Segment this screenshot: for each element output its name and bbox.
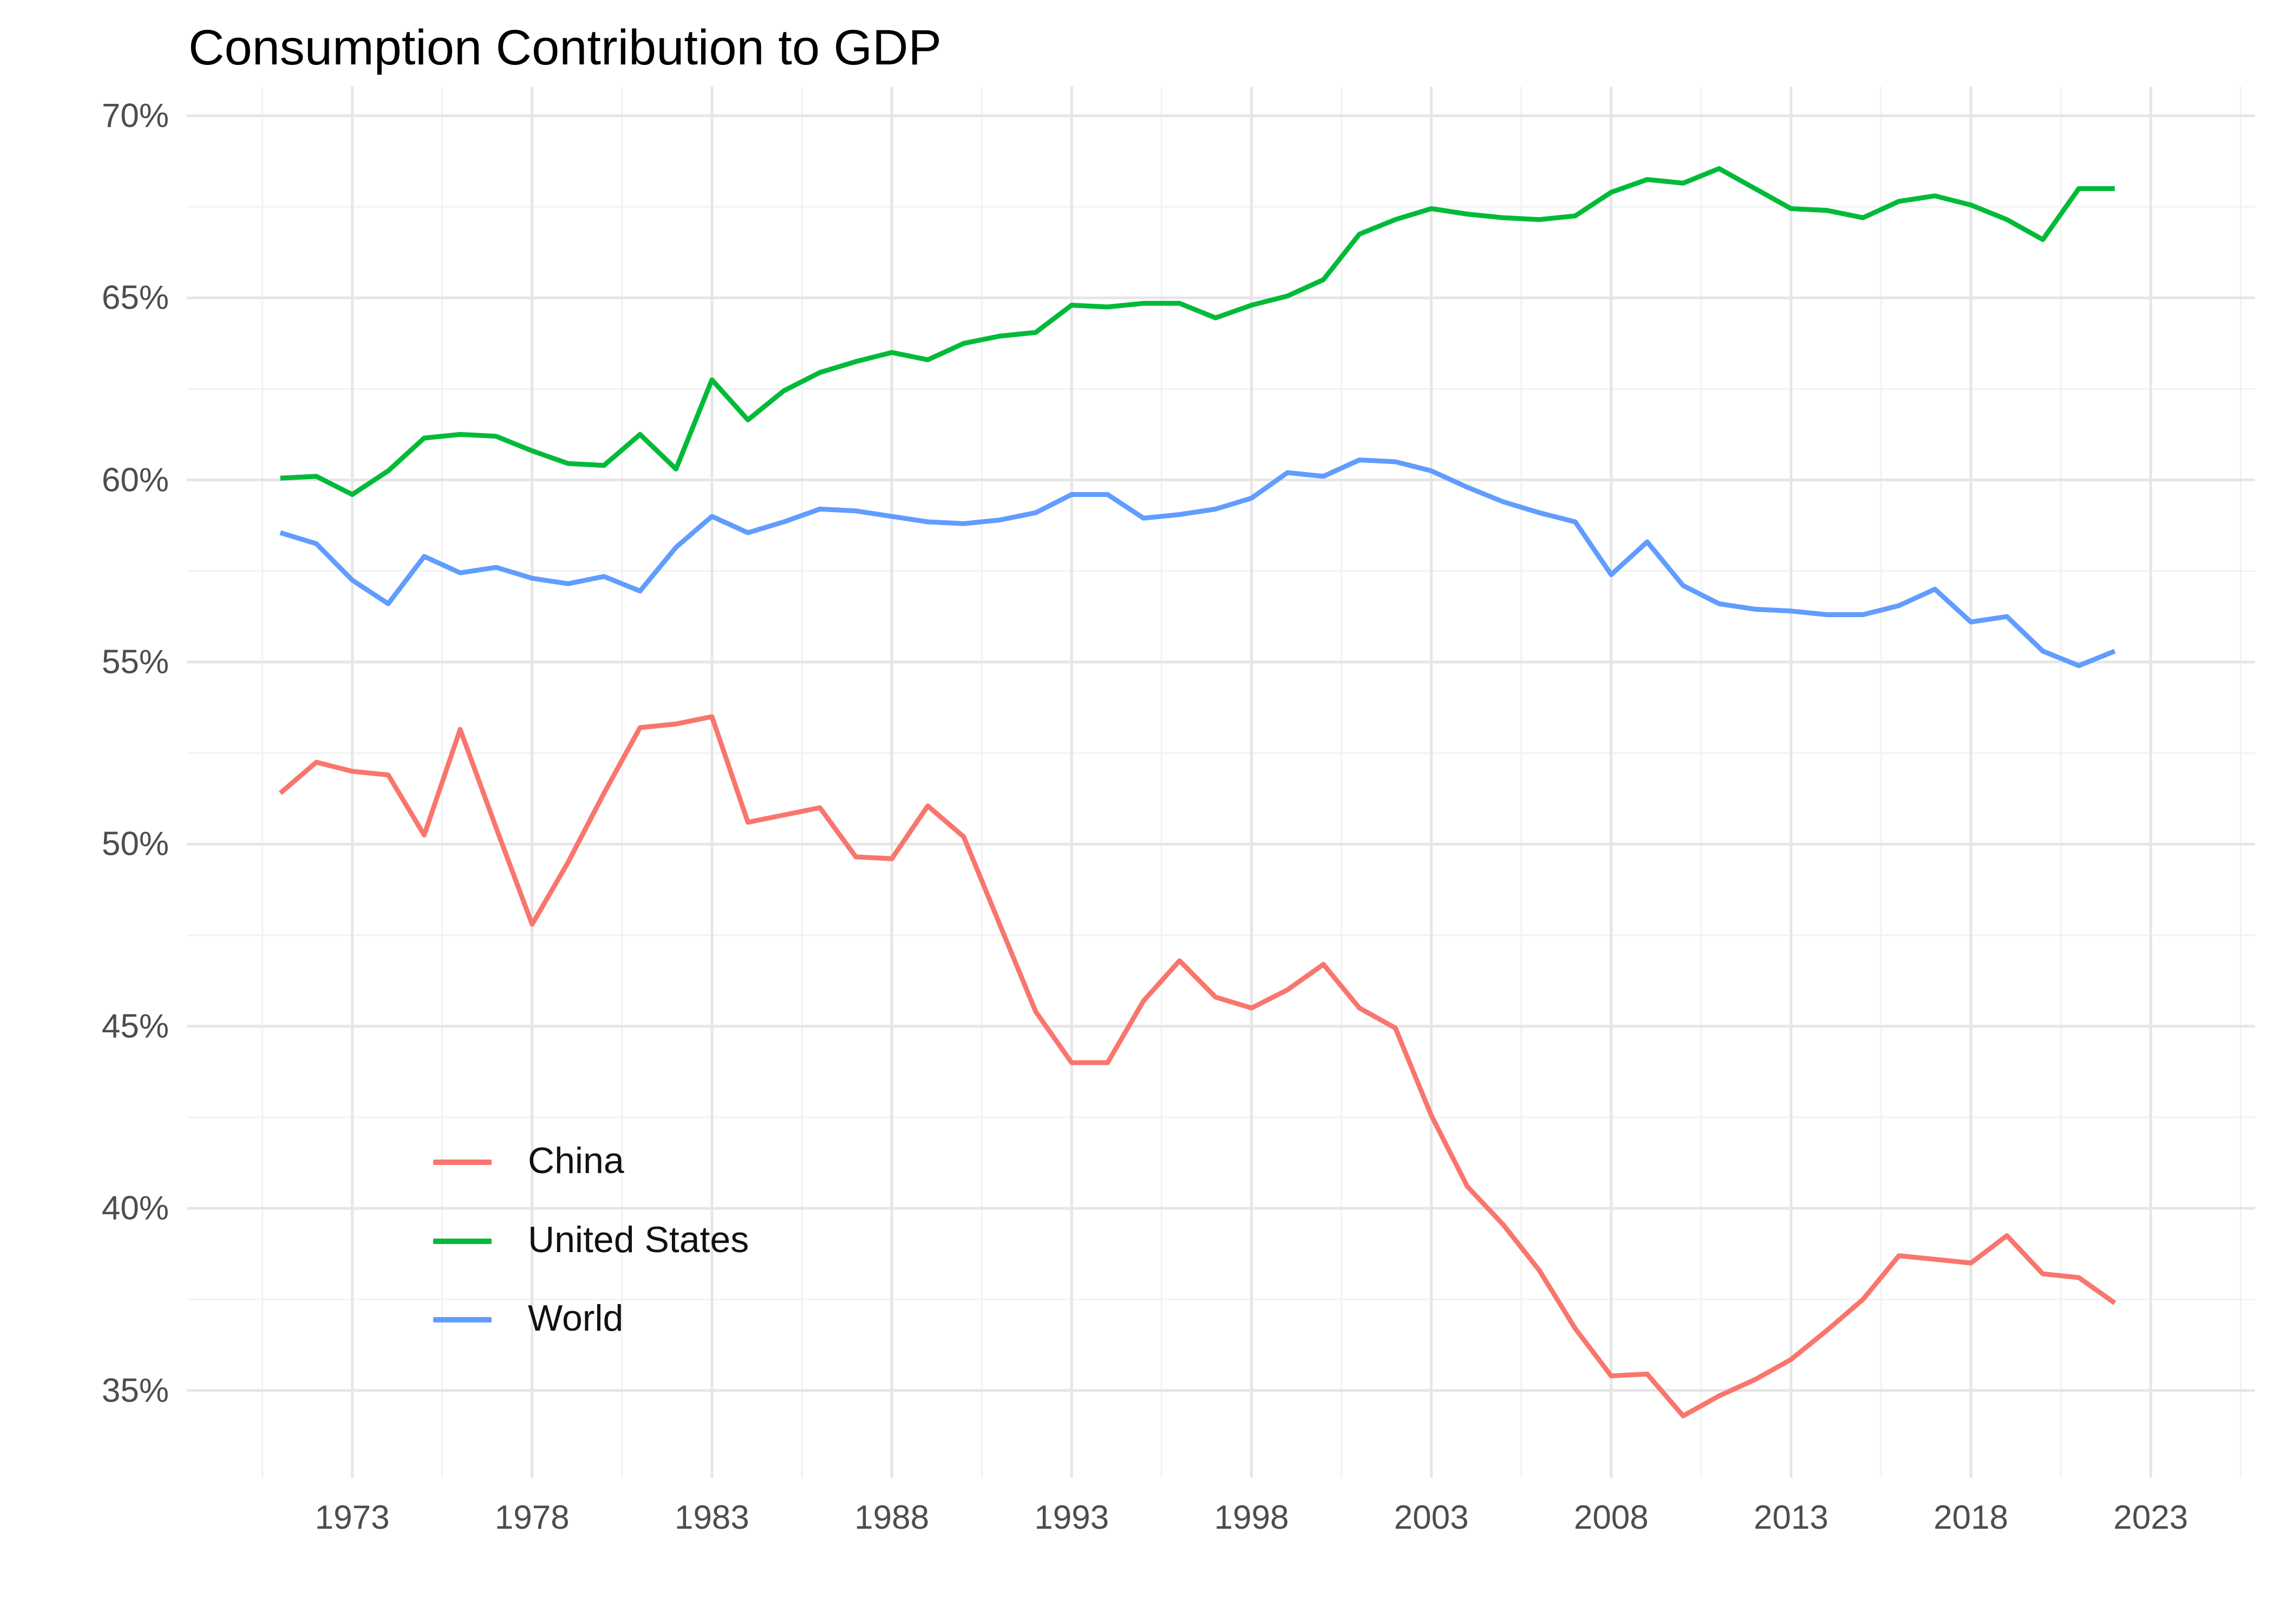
legend-line-swatch xyxy=(433,1317,492,1322)
x-tick-label-2018: 2018 xyxy=(1933,1499,2009,1536)
legend-label: World xyxy=(528,1297,624,1339)
chart-title: Consumption Contribution to GDP xyxy=(188,20,942,75)
y-tick-label-40: 40% xyxy=(101,1189,169,1227)
y-tick-label-45: 45% xyxy=(101,1007,169,1045)
x-tick-label-2008: 2008 xyxy=(1573,1499,1649,1536)
chart-series-lines xyxy=(278,166,2116,1419)
legend-label: China xyxy=(528,1140,624,1181)
x-tick-label-2013: 2013 xyxy=(1754,1499,1828,1536)
legend-label: United States xyxy=(528,1219,749,1260)
y-tick-label-55: 55% xyxy=(101,643,169,681)
legend-line-swatch xyxy=(433,1239,492,1244)
x-tick-label-2003: 2003 xyxy=(1394,1499,1469,1536)
series-line-china xyxy=(278,714,2116,1419)
series-line-united-states xyxy=(280,166,2115,497)
y-tick-label-70: 70% xyxy=(101,97,169,135)
x-tick-label-2023: 2023 xyxy=(2113,1499,2188,1536)
x-tick-label-1998: 1998 xyxy=(1214,1499,1289,1536)
x-tick-label-1988: 1988 xyxy=(854,1499,930,1536)
x-tick-label-1978: 1978 xyxy=(494,1499,570,1536)
y-tick-label-60: 60% xyxy=(101,461,169,499)
y-tick-label-65: 65% xyxy=(101,279,169,317)
gridlines-minor xyxy=(187,87,2255,1478)
series-line-world xyxy=(279,457,2116,669)
x-tick-label-1993: 1993 xyxy=(1034,1499,1109,1536)
x-tick-label-1983: 1983 xyxy=(674,1499,749,1536)
legend-line-swatch xyxy=(433,1160,492,1165)
y-tick-label-35: 35% xyxy=(101,1372,169,1410)
y-tick-label-50: 50% xyxy=(101,825,169,863)
x-tick-label-1973: 1973 xyxy=(315,1499,390,1536)
gridlines-major xyxy=(187,87,2255,1478)
